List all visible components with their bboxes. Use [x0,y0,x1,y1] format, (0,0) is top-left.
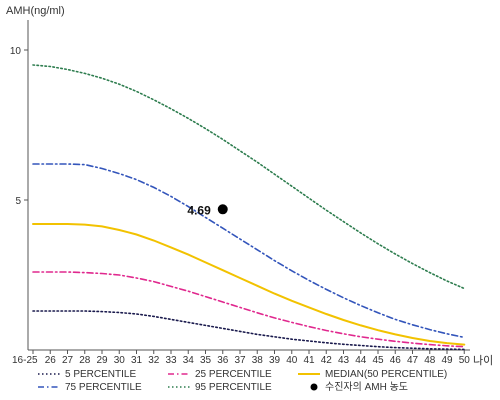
x-tick-label: 43 [338,355,350,366]
x-tick-label: 48 [424,355,436,366]
x-tick-label: 46 [390,355,402,366]
x-tick-label: 45 [372,355,384,366]
x-tick-label: 27 [62,355,74,366]
x-ticks: 16-25 26 27 28 29 30 31 32 33 34 35 36 37 38 39 40 41 42 4… [12,350,470,366]
y-tick-label: 5 [15,196,21,207]
legend-label-p95: 95 PERCENTILE [195,382,272,393]
x-tick-label: 35 [200,355,212,366]
x-tick-label: 26 [45,355,57,366]
x-tick-label: 34 [183,355,195,366]
series-line-p5 [32,310,466,351]
legend-label-p50: MEDIAN(50 PERCENTILE) [325,369,447,380]
x-tick-label: 39 [269,355,281,366]
y-tick-label: 10 [10,46,22,57]
legend-label-p75: 75 PERCENTILE [65,382,142,393]
chart-legend: 5 PERCENTILE 25 PERCENTILE MEDIAN(50 PERCE… [38,369,447,393]
x-tick-label: 47 [407,355,419,366]
series-line-p50 [32,223,466,346]
x-tick-label: 41 [303,355,315,366]
x-tick-label: 31 [131,355,143,366]
series-line-p25 [32,271,466,348]
x-tick-label: 33 [165,355,177,366]
series-line-p75 [32,163,466,339]
legend-label-patient: 수진자의 AMH 농도 [325,381,408,393]
x-tick-label: 42 [321,355,333,366]
legend-swatch-patient [310,383,318,391]
patient-point-label: 4.69 [187,203,211,217]
legend-label-p5: 5 PERCENTILE [65,369,136,380]
y-axis-title: AMH(ng/ml) [6,5,65,17]
x-tick-label: 38 [252,355,264,366]
x-tick-label: 50 [459,355,471,366]
legend-label-p25: 25 PERCENTILE [195,369,272,380]
x-axis-title: 나이 [473,354,493,367]
x-tick-label: 29 [96,355,108,366]
x-tick-label: 37 [234,355,246,366]
x-tick-label: 49 [441,355,453,366]
series-line-p95 [32,64,466,290]
x-tick-label: 36 [217,355,229,366]
x-tick-label: 28 [79,355,91,366]
patient-point [217,204,228,215]
x-tick-label: 32 [148,355,160,366]
x-tick-label: 16-25 [12,355,38,366]
x-tick-label: 40 [286,355,298,366]
patient-marker: 4.69 [187,203,228,217]
series-lines [32,64,466,351]
x-tick-label: 30 [114,355,126,366]
x-tick-label: 44 [355,355,367,366]
chart-axes [27,20,470,351]
y-ticks: 5 10 [10,46,28,207]
